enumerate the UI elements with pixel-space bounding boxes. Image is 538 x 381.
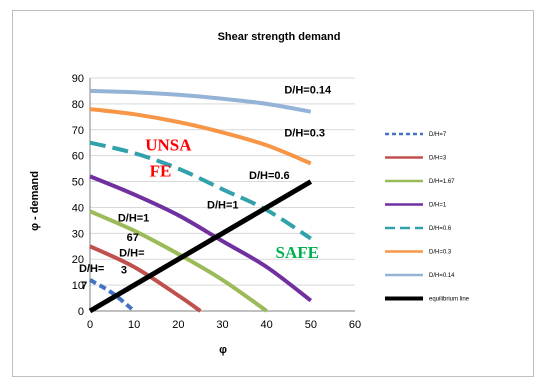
legend-label-6: D/H=0.14 [429,273,455,279]
x-tick-label: 30 [216,319,228,331]
legend-label-4: D/H=0.6 [429,226,452,232]
series-line-2 [89,209,268,313]
annotation-7: 3 [121,264,127,276]
legend-label-3: D/H=1 [429,203,447,209]
x-tick-label: 0 [87,319,93,331]
series-line-4 [89,140,312,241]
annotation-12: SAFE [276,243,319,262]
y-tick-label: 0 [78,306,84,318]
y-tick-label: 60 [72,151,84,163]
annotation-5: 67 [127,232,139,244]
x-tick-label: 40 [261,319,273,331]
annotation-0: D/H=0.14 [284,85,332,97]
annotation-1: D/H=0.3 [284,127,325,139]
x-axis-label: φ [219,344,227,356]
chart: Shear strength demand 010203040506070809… [29,31,470,356]
series-line-6 [89,88,312,114]
series-line-1 [89,244,202,313]
legend-label-7: equilibrium line [429,297,470,303]
annotations: D/H=0.14 D/H=0.3 D/H=0.6 D/H=1 D/H=1 67 D/H= 3 D… [79,85,332,292]
axes: 0 10 20 30 40 50 60 70 80 90 0 10 20 30 40 50 60 [72,73,361,331]
series-line-5 [89,107,312,166]
y-tick-label: 90 [72,73,84,85]
annotation-6: D/H= [119,248,144,260]
x-tick-label: 10 [128,319,140,331]
chart-title: Shear strength demand [218,31,341,43]
annotation-8: D/H= [79,263,104,275]
annotation-10: UNSA [145,135,192,154]
annotation-9: 7 [81,280,87,292]
y-tick-label: 20 [72,254,84,266]
x-tick-label: 60 [349,319,361,331]
chart-frame: Shear strength demand 0 10 20 30 40 50 60 70 80 9… [12,10,534,377]
x-tick-label: 50 [305,319,317,331]
legend-label-2: D/H=1.67 [429,179,455,185]
y-axis-label: φ - demand [29,171,41,231]
y-tick-label: 50 [72,177,84,189]
series-group [88,88,313,314]
y-tick-label: 10 [72,280,84,292]
x-tick-label: 20 [172,319,184,331]
legend-label-1: D/H=3 [429,156,447,162]
legend-label-5: D/H=0.3 [429,250,452,256]
legend: D/H=7 D/H=3 D/H=1.67 D/H=1 D/H=0.6 D/H=0.3 D/H… [385,132,470,303]
y-tick-label: 30 [72,228,84,240]
series-line-3 [89,174,313,303]
annotation-4: D/H=1 [118,213,150,225]
annotation-11: FE [150,161,172,180]
annotation-3: D/H=1 [207,200,239,212]
y-tick-label: 40 [72,202,84,214]
series-line-7 [88,179,313,314]
series-line-0 [88,278,136,313]
gridlines [90,77,355,286]
y-tick-label: 80 [72,99,84,111]
annotation-2: D/H=0.6 [249,170,290,182]
y-tick-label: 70 [72,125,84,137]
legend-label-0: D/H=7 [429,132,447,138]
